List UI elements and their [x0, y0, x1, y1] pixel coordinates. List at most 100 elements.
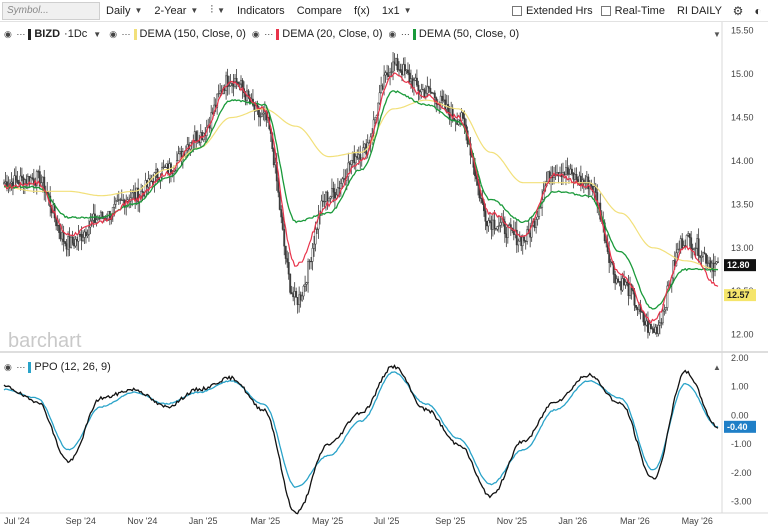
eye-icon[interactable]: ◉ ⋯	[388, 28, 411, 39]
price-bar-body	[569, 168, 572, 175]
dema-value-badge: 12.57	[727, 290, 750, 300]
price-bar-body	[408, 72, 411, 82]
price-bar-body	[313, 243, 315, 249]
price-bar-body	[120, 199, 123, 201]
eye-icon[interactable]: ◉ ⋯	[4, 361, 27, 372]
theme-toggle-icon[interactable]: ◐	[754, 3, 762, 18]
price-bar-body	[491, 219, 494, 230]
price-bar-body	[395, 58, 397, 65]
price-bar-body	[280, 209, 283, 218]
price-bar-body	[295, 291, 298, 298]
price-bar-body	[16, 179, 19, 183]
eye-icon[interactable]: ◉ ⋯	[251, 28, 275, 39]
price-bar-body	[65, 243, 68, 250]
price-bar-body	[354, 156, 357, 164]
price-bar-body	[341, 178, 344, 184]
range-dropdown[interactable]: 2-Year ▼	[148, 0, 204, 22]
price-bar-body	[462, 112, 465, 119]
layout-dropdown[interactable]: 1x1 ▼	[376, 0, 418, 22]
bar-type-dropdown[interactable]: ⫶ ▼	[204, 0, 231, 22]
ppo-signal-line	[3, 371, 719, 489]
price-bar-body	[717, 261, 719, 263]
price-bar-body	[161, 167, 163, 178]
checkbox-icon[interactable]	[600, 5, 611, 16]
price-bar-body	[538, 208, 541, 217]
x-axis-label: Jan '25	[189, 516, 218, 526]
price-bar-body	[536, 216, 539, 220]
price-bar-body	[126, 199, 129, 202]
price-bar-body	[480, 197, 482, 199]
price-bar-body	[399, 69, 402, 72]
price-axis-label: 15.00	[731, 69, 754, 79]
price-bar-body	[217, 93, 220, 95]
ppo-legend: ◉ ⋯ PPO (12, 26, 9)	[0, 360, 113, 374]
ppo-value-badge: -0.40	[727, 422, 748, 432]
price-bar-body	[353, 152, 356, 164]
price-bar-body	[678, 248, 681, 250]
price-bar-body	[83, 231, 86, 238]
price-bar-body	[487, 220, 490, 227]
price-bar-body	[393, 61, 396, 65]
price-bar-body	[305, 282, 308, 285]
chevron-down-icon[interactable]: ▼	[93, 29, 102, 39]
price-bar-body	[235, 77, 238, 83]
price-bar-body	[289, 273, 292, 293]
price-bar-body	[274, 162, 277, 166]
period-dropdown[interactable]: Daily ▼	[100, 0, 148, 22]
price-bar-body	[575, 173, 578, 180]
dema150-label: DEMA (150, Close, 0)	[139, 28, 246, 40]
price-bar-body	[657, 325, 660, 334]
price-bar-body	[177, 153, 180, 161]
price-bar-body	[3, 182, 5, 184]
price-bar-body	[711, 262, 713, 269]
price-bar-body	[679, 238, 682, 250]
eye-icon[interactable]: ◉ ⋯	[109, 28, 132, 39]
interval-value: 1Dc	[67, 28, 88, 40]
template-button[interactable]: RI DAILY	[676, 4, 722, 17]
price-bar-body	[433, 92, 436, 99]
x-axis-label: Mar '25	[250, 516, 280, 526]
price-bar-body	[615, 278, 618, 284]
compare-button[interactable]: Compare	[296, 4, 342, 17]
price-bar-body	[664, 307, 667, 311]
price-bar-body	[402, 64, 405, 76]
price-bar-body	[383, 74, 386, 90]
settings-icon[interactable]: ⚙	[732, 3, 744, 18]
price-bar-body	[96, 217, 99, 221]
x-axis-label: Mar '26	[620, 516, 650, 526]
price-bar-body	[703, 252, 706, 255]
price-bar-body	[260, 113, 263, 117]
x-axis-label: Jan '26	[558, 516, 587, 526]
fx-button[interactable]: f(x)	[353, 4, 370, 17]
price-bar-body	[418, 90, 421, 93]
symbol-label: BIZD	[34, 28, 61, 40]
price-bar-body	[74, 238, 77, 247]
price-bar-body	[651, 328, 654, 330]
price-bar-body	[338, 187, 341, 189]
extended-hours-toggle[interactable]: Extended Hrs	[511, 5, 593, 17]
price-bar-body	[508, 224, 511, 226]
real-time-toggle[interactable]: Real-Time	[600, 5, 665, 17]
price-bar-body	[330, 188, 333, 197]
symbol-input[interactable]: Symbol...	[2, 1, 100, 20]
price-bar-body	[572, 173, 575, 180]
ppo-label: PPO (12, 26, 9)	[34, 361, 111, 373]
eye-icon[interactable]: ◉ ⋯	[4, 28, 27, 39]
price-bar-body	[579, 175, 582, 186]
ppo-pane-collapse-icon[interactable]: ▲	[713, 363, 721, 372]
price-bar-body	[226, 75, 229, 87]
price-bar-body	[328, 197, 330, 202]
price-bar-body	[56, 224, 59, 227]
price-bar-body	[38, 171, 41, 187]
price-bar-body	[144, 180, 147, 197]
price-bar-body	[421, 89, 424, 91]
price-bar-body	[398, 69, 400, 71]
price-bar-body	[85, 231, 87, 237]
price-bar-body	[655, 326, 658, 334]
price-bar-body	[79, 233, 81, 235]
price-pane-collapse-icon[interactable]: ▼	[713, 30, 721, 39]
indicators-button[interactable]: Indicators	[236, 4, 285, 17]
checkbox-icon[interactable]	[511, 5, 522, 16]
price-bar-body	[663, 309, 666, 312]
